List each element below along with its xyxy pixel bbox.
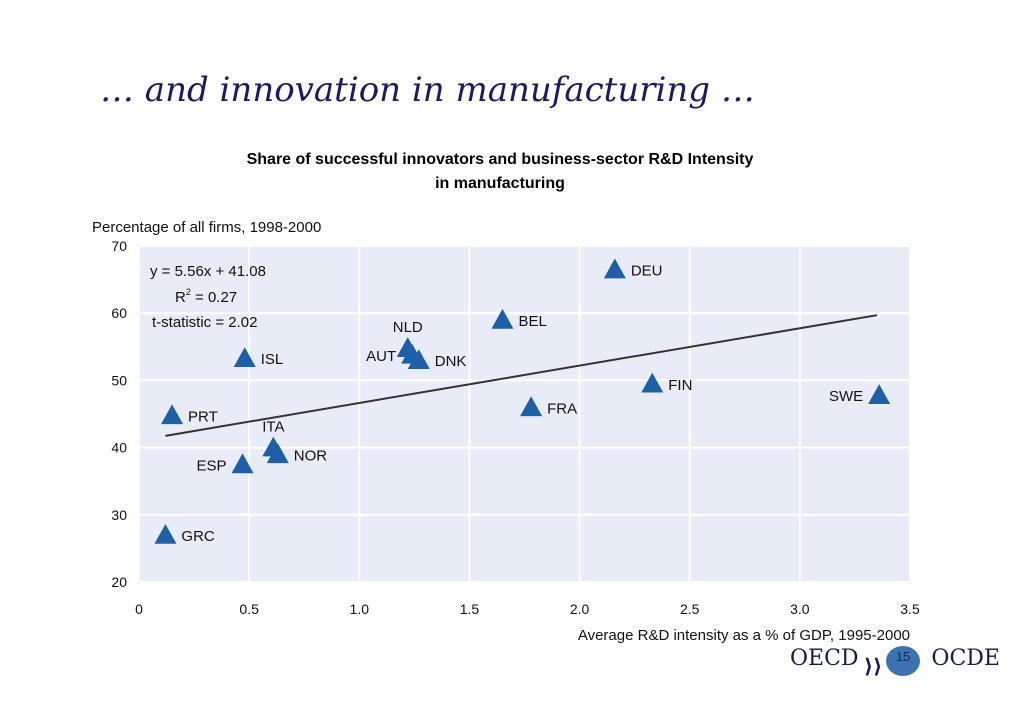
point-marker-swe xyxy=(868,384,891,404)
x-tick-label: 2.5 xyxy=(680,601,700,617)
tick-labels: 20 30 40 50 60 70 0 0.5 1.0 1.5 2.0 2.5 3.0 3.5 xyxy=(111,238,920,617)
chart-title: Share of successful innovators and busin… xyxy=(0,148,1000,196)
x-tick-label: 0 xyxy=(135,601,143,617)
chart-title-line2: in manufacturing xyxy=(435,175,565,192)
point-label-bel: BEL xyxy=(518,313,546,330)
point-marker-grc xyxy=(154,523,177,544)
point-label-nld: NLD xyxy=(393,319,423,336)
x-tick-label: 2.0 xyxy=(570,601,590,617)
oecd-label: OECD xyxy=(790,646,859,671)
regression-equation: y = 5.56x + 41.08 xyxy=(150,263,266,280)
point-marker-bel xyxy=(491,308,514,329)
r-squared-value: = 0.27 xyxy=(191,289,237,306)
x-tick-label: 3.5 xyxy=(900,601,920,617)
point-label-esp: ESP xyxy=(197,457,227,474)
x-tick-label: 1.0 xyxy=(350,601,370,617)
regression-annotation: y = 5.56x + 41.08 R2 = 0.27 t-statistic … xyxy=(150,263,266,331)
y-tick-label: 60 xyxy=(111,305,127,321)
regression-r-squared: R2 = 0.27 xyxy=(175,287,237,306)
point-label-fin: FIN xyxy=(668,377,692,394)
chart-title-line1: Share of successful innovators and busin… xyxy=(246,151,754,168)
point-marker-nor xyxy=(266,443,289,464)
r-squared-superscript: 2 xyxy=(186,287,191,297)
y-tick-label: 20 xyxy=(111,574,127,590)
point-marker-esp xyxy=(231,453,254,474)
point-label-grc: GRC xyxy=(181,528,215,545)
point-label-prt: PRT xyxy=(188,408,218,425)
oecd-swoosh-icon: ⟩⟩ xyxy=(864,654,883,678)
slide-title: … and innovation in manufacturing … xyxy=(100,70,755,110)
point-marker-fra xyxy=(520,396,543,417)
point-label-deu: DEU xyxy=(631,263,663,280)
point-marker-deu xyxy=(603,258,626,279)
point-label-dnk: DNK xyxy=(435,353,467,370)
y-axis-label: Percentage of all firms, 1998-2000 xyxy=(92,219,321,236)
r-squared-label: R xyxy=(175,289,186,306)
trend-line xyxy=(165,314,878,437)
ocde-label: OCDE xyxy=(931,646,1000,671)
point-label-isl: ISL xyxy=(261,351,284,368)
y-tick-label: 30 xyxy=(111,507,127,523)
oecd-logo: OECD ⟩⟩ 15 OCDE xyxy=(790,646,1000,678)
point-label-ita: ITA xyxy=(262,419,284,436)
point-label-aut: AUT xyxy=(366,348,396,365)
point-marker-isl xyxy=(233,347,256,368)
y-tick-label: 40 xyxy=(111,440,127,456)
point-marker-dnk xyxy=(407,349,430,370)
x-tick-label: 3.0 xyxy=(790,601,810,617)
point-marker-fin xyxy=(641,372,664,393)
point-marker-prt xyxy=(161,404,184,425)
point-label-nor: NOR xyxy=(294,447,328,464)
x-axis-label: Average R&D intensity as a % of GDP, 199… xyxy=(578,627,910,644)
page-number-badge: 15 xyxy=(886,646,920,676)
y-tick-label: 50 xyxy=(111,372,127,388)
t-statistic: t-statistic = 2.02 xyxy=(152,314,257,331)
data-points: DEU BEL NLD AUT DNK ISL FIN SWE FRA PRT ITA NOR ESP G… xyxy=(154,258,891,545)
x-tick-label: 1.5 xyxy=(460,601,480,617)
point-label-swe: SWE xyxy=(829,388,863,405)
y-tick-label: 70 xyxy=(111,238,127,254)
point-label-fra: FRA xyxy=(547,400,577,417)
x-tick-label: 0.5 xyxy=(239,601,259,617)
